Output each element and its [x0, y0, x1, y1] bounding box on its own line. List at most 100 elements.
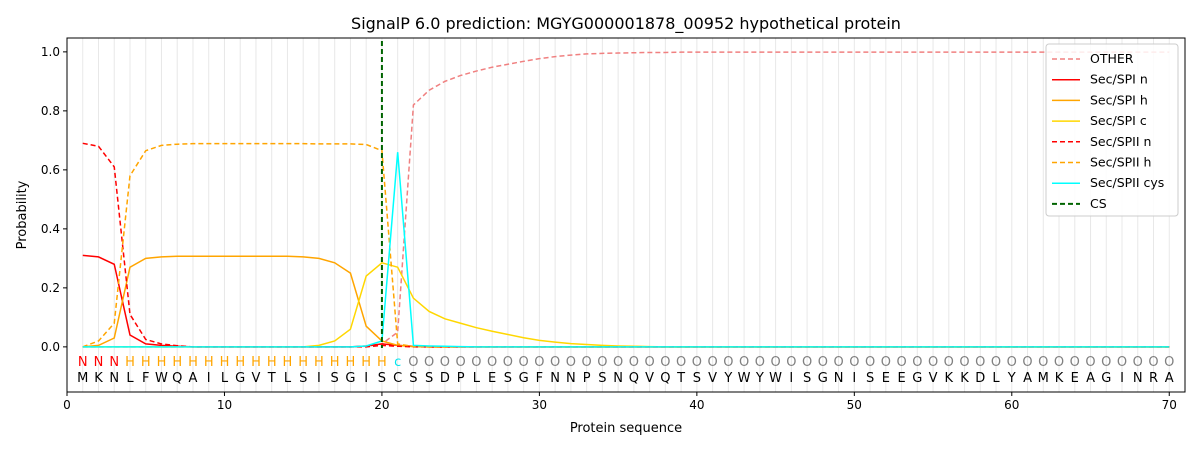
region-label: c — [394, 355, 401, 370]
residue-label: A — [1086, 371, 1095, 386]
region-label: O — [582, 355, 592, 370]
x-tick-label: 30 — [532, 398, 547, 412]
legend-label: Sec/SPI n — [1090, 72, 1148, 87]
region-label: H — [283, 355, 293, 370]
region-label: O — [1085, 355, 1095, 370]
residue-label: G — [519, 371, 529, 386]
legend-label: Sec/SPI c — [1090, 113, 1147, 128]
y-tick-label: 0.0 — [41, 340, 60, 354]
region-label: H — [267, 355, 277, 370]
region-label: O — [739, 355, 749, 370]
residue-label: Y — [723, 371, 732, 386]
residue-label: S — [331, 371, 339, 386]
residue-label: W — [769, 371, 782, 386]
residue-label: W — [155, 371, 168, 386]
region-label: H — [204, 355, 214, 370]
series-line-sec-spi-h — [82, 255, 1170, 348]
residue-label: L — [473, 371, 481, 386]
region-label: N — [94, 355, 104, 370]
residue-label: A — [1023, 371, 1032, 386]
region-label: O — [818, 355, 828, 370]
region-label: H — [330, 355, 340, 370]
region-label: O — [991, 355, 1001, 370]
region-label: O — [692, 355, 702, 370]
residue-label: Y — [1007, 371, 1016, 386]
region-label: O — [566, 355, 576, 370]
residue-label: S — [803, 371, 811, 386]
residue-label: P — [583, 371, 591, 386]
region-label: O — [881, 355, 891, 370]
region-label: O — [944, 355, 954, 370]
residue-label: S — [299, 371, 307, 386]
x-tick-label: 70 — [1162, 398, 1177, 412]
residue-label: G — [235, 371, 245, 386]
region-label: O — [629, 355, 639, 370]
residue-label: E — [882, 371, 890, 386]
region-label: O — [723, 355, 733, 370]
residue-label: P — [457, 371, 465, 386]
series-lines — [82, 41, 1170, 348]
residue-label: K — [945, 371, 954, 386]
region-label: H — [125, 355, 135, 370]
x-axis-label: Protein sequence — [570, 421, 682, 436]
region-label: O — [786, 355, 796, 370]
residue-label: N — [613, 371, 623, 386]
residue-label: L — [126, 371, 134, 386]
region-label: O — [912, 355, 922, 370]
residue-label: L — [992, 371, 1000, 386]
region-label: O — [959, 355, 969, 370]
region-label: O — [707, 355, 717, 370]
residue-label: S — [409, 371, 417, 386]
sequence-labels: NMNKNNHLHFHWHQHAHIHLHGHVHTHLHSHIHSHGHIHS… — [77, 355, 1174, 386]
region-label: O — [833, 355, 843, 370]
residue-label: S — [866, 371, 874, 386]
region-label: O — [1070, 355, 1080, 370]
residue-label: N — [550, 371, 560, 386]
residue-label: W — [738, 371, 751, 386]
region-label: N — [109, 355, 119, 370]
residue-label: Q — [172, 371, 182, 386]
residue-label: I — [364, 371, 368, 386]
residue-label: M — [77, 371, 88, 386]
residue-label: F — [536, 371, 543, 386]
residue-label: V — [708, 371, 717, 386]
residue-label: E — [488, 371, 496, 386]
x-tick-label: 40 — [689, 398, 704, 412]
region-label: H — [251, 355, 261, 370]
series-line-sec-spii-n — [82, 142, 1170, 348]
y-tick-label: 0.4 — [41, 222, 60, 236]
residue-label: C — [393, 371, 402, 386]
region-label: O — [456, 355, 466, 370]
region-label: O — [865, 355, 875, 370]
region-label: O — [534, 355, 544, 370]
series-line-other — [82, 51, 1170, 348]
residue-label: D — [975, 371, 985, 386]
legend-label: Sec/SPII n — [1090, 134, 1151, 149]
region-label: O — [896, 355, 906, 370]
region-label: O — [1007, 355, 1017, 370]
region-label: O — [975, 355, 985, 370]
region-label: O — [613, 355, 623, 370]
residue-label: E — [1071, 371, 1079, 386]
x-tick-label: 60 — [1004, 398, 1019, 412]
x-tick-label: 10 — [217, 398, 232, 412]
residue-label: G — [345, 371, 355, 386]
region-label: O — [487, 355, 497, 370]
region-label: H — [220, 355, 230, 370]
region-label: O — [770, 355, 780, 370]
residue-label: N — [109, 371, 119, 386]
residue-label: I — [207, 371, 211, 386]
grid — [82, 38, 1170, 392]
region-label: O — [1148, 355, 1158, 370]
region-label: O — [1164, 355, 1174, 370]
residue-label: I — [317, 371, 321, 386]
x-tick-label: 50 — [847, 398, 862, 412]
residue-label: V — [252, 371, 261, 386]
x-tick-label: 0 — [63, 398, 71, 412]
y-tick-label: 1.0 — [41, 45, 60, 59]
residue-label: G — [912, 371, 922, 386]
residue-label: V — [645, 371, 654, 386]
residue-label: Q — [660, 371, 670, 386]
region-label: O — [645, 355, 655, 370]
residue-label: N — [834, 371, 844, 386]
